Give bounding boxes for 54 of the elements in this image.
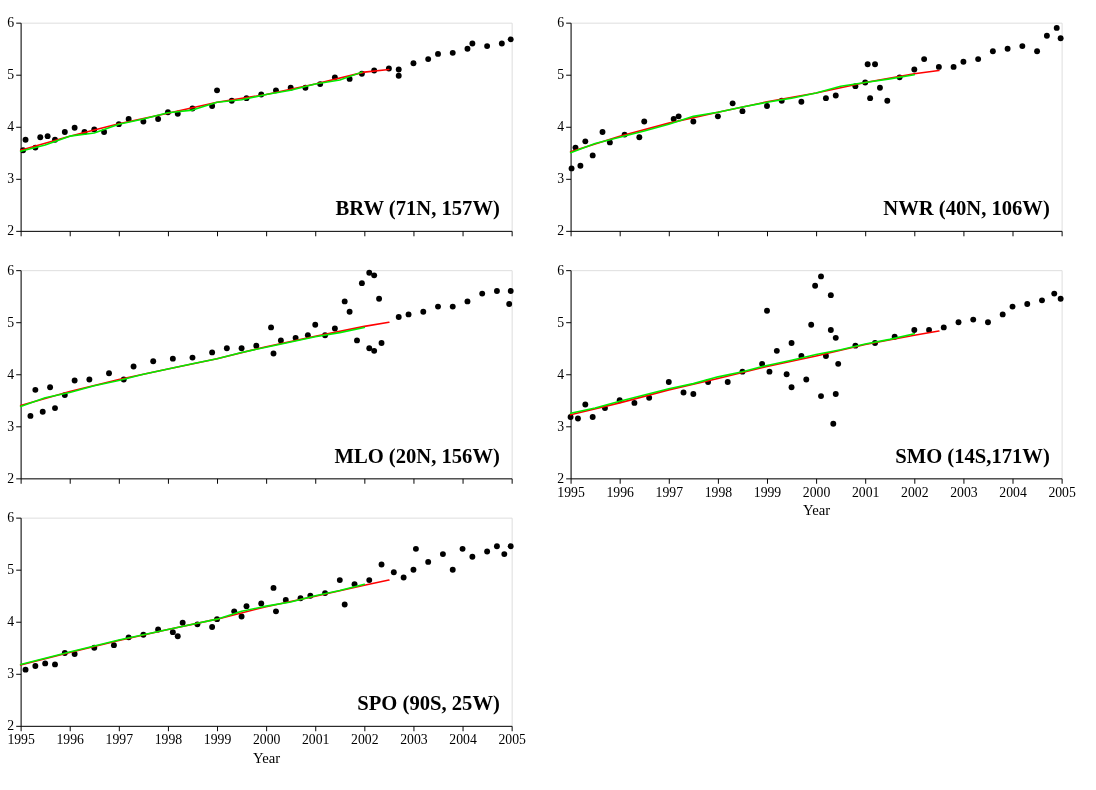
x-tick-label: 2003 (400, 732, 428, 748)
x-tick-label: 1999 (203, 732, 232, 748)
annotation: SMO (14S,171W) (895, 444, 1050, 468)
y-tick-label: 3 (557, 171, 565, 187)
x-tick-label: 2002 (901, 484, 929, 500)
y-tick-label: 3 (7, 171, 15, 187)
x-axis-title: Year (253, 749, 281, 766)
x-tick-label: 2000 (802, 484, 831, 500)
x-tick-label: 1997 (105, 732, 134, 748)
x-tick-label: 1996 (56, 732, 85, 748)
y-tick-label: 6 (557, 15, 565, 31)
y-tick-label: 6 (557, 262, 565, 278)
y-tick-label: 4 (7, 366, 15, 382)
x-tick-label: 1996 (606, 484, 635, 500)
x-tick-label: 2000 (252, 732, 281, 748)
y-tick-label: 2 (7, 470, 15, 486)
y-tick-label: 3 (7, 418, 15, 434)
annotation: MLO (20N, 156W) (334, 444, 500, 468)
x-tick-label: 1995 (7, 732, 35, 748)
y-tick-label: 2 (7, 718, 15, 734)
y-tick-label: 3 (557, 418, 565, 434)
x-tick-label: 2004 (999, 484, 1027, 500)
x-tick-label: 2004 (449, 732, 477, 748)
x-tick-label: 1997 (655, 484, 684, 500)
y-tick-label: 4 (557, 366, 565, 382)
x-tick-label: 2005 (1048, 484, 1076, 500)
y-tick-label: 5 (7, 314, 15, 330)
y-tick-label: 4 (7, 119, 15, 135)
y-tick-label: 2 (7, 223, 15, 239)
x-tick-label: 1995 (557, 484, 585, 500)
y-tick-label: 6 (7, 15, 15, 31)
x-tick-label: 1998 (154, 732, 183, 748)
x-tick-label: 2002 (351, 732, 379, 748)
y-tick-label: 2 (557, 223, 565, 239)
x-tick-label: 2003 (950, 484, 978, 500)
y-tick-label: 5 (557, 67, 565, 83)
y-tick-label: 5 (557, 314, 565, 330)
y-tick-label: 2 (557, 470, 565, 486)
y-tick-label: 4 (557, 119, 565, 135)
x-tick-label: 2005 (498, 732, 527, 748)
annotation: NWR (40N, 106W) (883, 197, 1050, 221)
y-tick-label: 3 (7, 666, 15, 682)
y-tick-label: 5 (7, 562, 15, 578)
y-tick-label: 6 (7, 510, 15, 526)
x-tick-label: 2001 (302, 732, 330, 748)
y-tick-label: 6 (7, 262, 15, 278)
annotation: SPO (90S, 25W) (357, 692, 500, 716)
x-axis-title: Year (803, 502, 831, 519)
x-tick-label: 2001 (851, 484, 880, 500)
y-tick-label: 4 (7, 614, 15, 630)
x-tick-label: 1998 (704, 484, 733, 500)
annotation: BRW (71N, 157W) (335, 197, 500, 221)
x-tick-label: 1999 (753, 484, 782, 500)
y-tick-label: 5 (7, 67, 15, 83)
